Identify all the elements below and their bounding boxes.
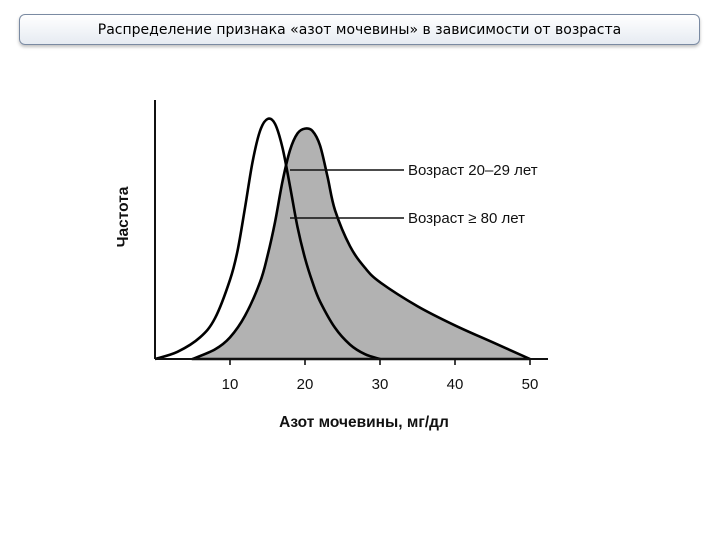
slide-title: Распределение признака «азот мочевины» в…: [19, 14, 700, 45]
axes: [154, 100, 548, 360]
x-tick-label: 30: [372, 376, 389, 393]
legend-leaders: [290, 169, 404, 219]
y-axis-title: Частота: [115, 186, 132, 247]
legend-label-80-plus: Возраст ≥ 80 лет: [408, 210, 525, 227]
x-tick-label: 50: [522, 376, 539, 393]
curve-layer: [154, 117, 532, 361]
legend-label-20-29: Возраст 20–29 лет: [408, 162, 538, 179]
series-curve-1: [191, 127, 532, 361]
series-curve-0: [154, 117, 381, 361]
x-ticks: 10 20 30 40 50: [222, 359, 539, 393]
x-tick-label: 10: [222, 376, 239, 393]
x-axis-title: Азот мочевины, мг/дл: [279, 414, 449, 431]
x-tick-label: 40: [447, 376, 464, 393]
x-tick-label: 20: [297, 376, 314, 393]
